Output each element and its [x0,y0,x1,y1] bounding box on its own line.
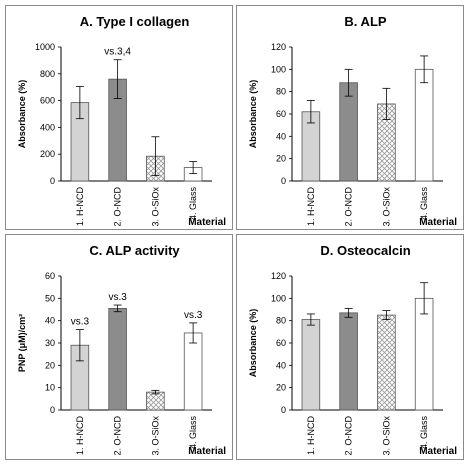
x-axis-label: Material [188,217,226,228]
y-tick-label: 0 [281,405,286,415]
chart-title: D. Osteocalcin [320,243,410,258]
x-tick-label: 2. O-NCD [344,187,354,227]
significance-label: vs.3 [184,310,203,321]
x-tick-label: 2. O-NCD [344,416,354,456]
x-axis-label: Material [188,446,226,457]
x-tick-label: 1. H-NCD [75,187,85,227]
y-tick-label: 80 [276,87,286,97]
y-tick-label: 100 [271,64,286,74]
chart-panel-a: A. Type I collagen 0 200 400 600 800 1000 Absor… [5,5,233,230]
x-tick-label: 4. Glass [419,416,429,450]
x-tick-label: 3. O-SiOx [381,416,391,456]
chart-svg: C. ALP activity 0 10 20 30 40 50 60 PNP (μM)/cm²… [17,243,226,457]
chart-svg: D. Osteocalcin 0 20 40 60 80 100 120 Absorbance … [248,243,457,457]
chart-title: C. ALP activity [89,243,180,258]
x-tick-label: 1. H-NCD [306,187,316,227]
y-axis-label: Absorbance (%) [17,80,27,149]
bar [339,82,358,182]
y-tick-label: 40 [276,131,286,141]
bar [301,319,321,411]
y-tick-label: 0 [50,405,55,415]
y-tick-label: 0 [281,176,286,186]
y-tick-label: 800 [40,69,55,79]
chart-title: B. ALP [344,14,386,29]
bar [146,391,165,411]
x-tick-label: 3. O-SiOx [150,187,160,227]
y-axis-label: Absorbance (%) [248,80,258,149]
chart-svg: B. ALP 0 20 40 60 80 100 120 Absorbance (%) 1. H-… [248,14,457,228]
y-tick-label: 1000 [35,42,55,52]
x-tick-label: 1. H-NCD [306,416,316,456]
y-tick-label: 20 [45,360,55,370]
chart-panel-b: B. ALP 0 20 40 60 80 100 120 Absorbance (%) 1. H-… [236,5,464,230]
y-tick-label: 600 [40,96,55,106]
y-tick-label: 80 [276,316,286,326]
bar [183,332,203,411]
x-tick-label: 4. Glass [188,187,198,221]
x-tick-label: 3. O-SiOx [150,416,160,456]
y-axis-label: PNP (μM)/cm² [17,314,27,372]
significance-label: vs.3 [71,317,90,328]
x-tick-label: 3. O-SiOx [381,187,391,227]
chart-svg: A. Type I collagen 0 200 400 600 800 1000 Absor… [17,14,226,228]
x-tick-label: 4. Glass [419,187,429,221]
bar [339,312,358,411]
y-tick-label: 0 [50,176,55,186]
x-axis-label: Material [419,446,457,457]
significance-label: vs.3 [108,292,127,303]
y-tick-label: 40 [276,360,286,370]
y-tick-label: 40 [45,316,55,326]
bar [414,68,434,182]
y-tick-label: 10 [45,383,55,393]
x-tick-label: 2. O-NCD [113,416,123,456]
x-tick-label: 2. O-NCD [113,187,123,227]
y-tick-label: 400 [40,122,55,132]
chart-title: A. Type I collagen [80,14,190,29]
bar [377,314,396,411]
y-axis-label: Absorbance (%) [248,309,258,378]
y-tick-label: 60 [45,271,55,281]
y-tick-label: 200 [40,149,55,159]
significance-label: vs.3,4 [104,47,131,58]
y-tick-label: 20 [276,154,286,164]
y-tick-label: 100 [271,293,286,303]
bar [108,307,127,411]
y-tick-label: 30 [45,338,55,348]
chart-panel-c: C. ALP activity 0 10 20 30 40 50 60 PNP (μM)/cm²… [5,234,233,460]
chart-panel-d: D. Osteocalcin 0 20 40 60 80 100 120 Absorbance … [236,234,464,460]
y-tick-label: 50 [45,293,55,303]
y-tick-label: 60 [276,338,286,348]
x-tick-label: 4. Glass [188,416,198,450]
y-tick-label: 20 [276,383,286,393]
y-tick-label: 120 [271,271,286,281]
y-tick-label: 60 [276,109,286,119]
x-tick-label: 1. H-NCD [75,416,85,456]
x-axis-label: Material [419,217,457,228]
bar [414,297,434,411]
y-tick-label: 120 [271,42,286,52]
